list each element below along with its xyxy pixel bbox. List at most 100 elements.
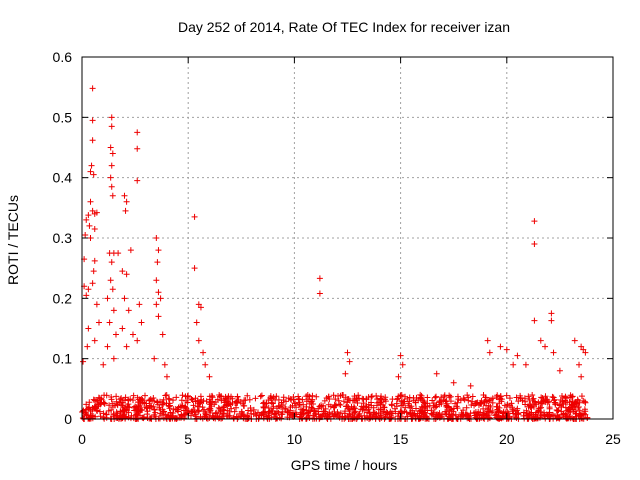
- data-point: [584, 414, 591, 421]
- data-point: [497, 343, 504, 350]
- data-point: [134, 145, 141, 152]
- data-point: [421, 411, 428, 418]
- data-point: [576, 407, 583, 414]
- data-point: [104, 295, 111, 302]
- data-point: [447, 398, 454, 405]
- data-point: [426, 402, 433, 409]
- data-point: [247, 405, 254, 412]
- data-point: [225, 412, 232, 419]
- data-point: [506, 395, 513, 402]
- data-point: [460, 395, 467, 402]
- data-point: [83, 292, 90, 299]
- data-point: [165, 395, 172, 402]
- data-point: [436, 399, 443, 406]
- x-axis-label: GPS time / hours: [291, 457, 398, 473]
- data-point: [112, 331, 119, 338]
- data-point: [203, 411, 210, 418]
- data-point: [440, 396, 447, 403]
- data-point: [200, 406, 207, 413]
- data-point: [125, 307, 132, 314]
- data-point: [157, 410, 164, 417]
- data-point: [159, 399, 166, 406]
- data-point: [244, 392, 251, 399]
- data-point: [538, 404, 545, 411]
- data-points: [79, 85, 591, 422]
- data-point: [340, 392, 347, 399]
- data-point: [521, 395, 528, 402]
- data-point: [87, 168, 94, 175]
- data-point: [149, 397, 156, 404]
- data-point: [444, 404, 451, 411]
- data-point: [167, 402, 174, 409]
- data-point: [398, 398, 405, 405]
- data-point: [258, 392, 265, 399]
- y-tick-label: 0.6: [53, 49, 73, 65]
- data-point: [430, 400, 437, 407]
- data-point: [525, 393, 532, 400]
- axes: 0 5 10 15 20 25 0 0.1 0.2 0.3 0.4 0.5 0.6: [53, 49, 621, 447]
- data-point: [108, 407, 115, 414]
- data-point: [432, 394, 439, 401]
- data-point: [352, 397, 359, 404]
- data-point: [90, 268, 97, 275]
- data-point: [127, 247, 134, 254]
- data-point: [303, 403, 310, 410]
- y-tick-label: 0.2: [53, 290, 73, 306]
- data-point: [296, 396, 303, 403]
- data-point: [206, 405, 213, 412]
- data-point: [480, 414, 487, 421]
- data-point: [489, 408, 496, 415]
- data-point: [424, 407, 431, 414]
- data-point: [119, 409, 126, 416]
- data-point: [403, 409, 410, 416]
- data-point: [281, 405, 288, 412]
- data-point: [368, 394, 375, 401]
- data-point: [322, 405, 329, 412]
- data-point: [187, 412, 194, 419]
- x-tick-label: 20: [499, 431, 515, 447]
- data-point: [116, 415, 123, 422]
- data-point: [459, 411, 466, 418]
- data-point: [569, 414, 576, 421]
- data-point: [343, 403, 350, 410]
- data-point: [265, 404, 272, 411]
- data-point: [104, 343, 111, 350]
- data-point: [463, 404, 470, 411]
- data-point: [114, 402, 121, 409]
- data-point: [170, 397, 177, 404]
- data-point: [544, 412, 551, 419]
- data-point: [130, 404, 137, 411]
- data-point: [436, 414, 443, 421]
- data-point: [497, 393, 504, 400]
- data-point: [190, 402, 197, 409]
- data-point: [150, 394, 157, 401]
- data-point: [548, 310, 555, 317]
- data-point: [231, 408, 238, 415]
- data-point: [154, 259, 161, 266]
- data-point: [550, 349, 557, 356]
- data-point: [206, 396, 213, 403]
- data-point: [215, 415, 222, 422]
- data-point: [435, 411, 442, 418]
- data-point: [582, 411, 589, 418]
- data-point: [337, 410, 344, 417]
- data-point: [369, 393, 376, 400]
- data-point: [208, 393, 215, 400]
- data-point: [356, 410, 363, 417]
- data-point: [407, 404, 414, 411]
- data-point: [546, 404, 553, 411]
- data-point: [233, 404, 240, 411]
- data-point: [121, 192, 128, 199]
- x-tick-label: 15: [393, 431, 409, 447]
- data-point: [350, 405, 357, 412]
- data-point: [399, 361, 406, 368]
- data-point: [413, 405, 420, 412]
- data-point: [263, 400, 270, 407]
- data-point: [508, 400, 515, 407]
- data-point: [278, 399, 285, 406]
- x-tick-label: 0: [78, 431, 86, 447]
- data-point: [83, 401, 90, 408]
- data-point: [98, 396, 105, 403]
- data-point: [496, 400, 503, 407]
- data-point: [139, 396, 146, 403]
